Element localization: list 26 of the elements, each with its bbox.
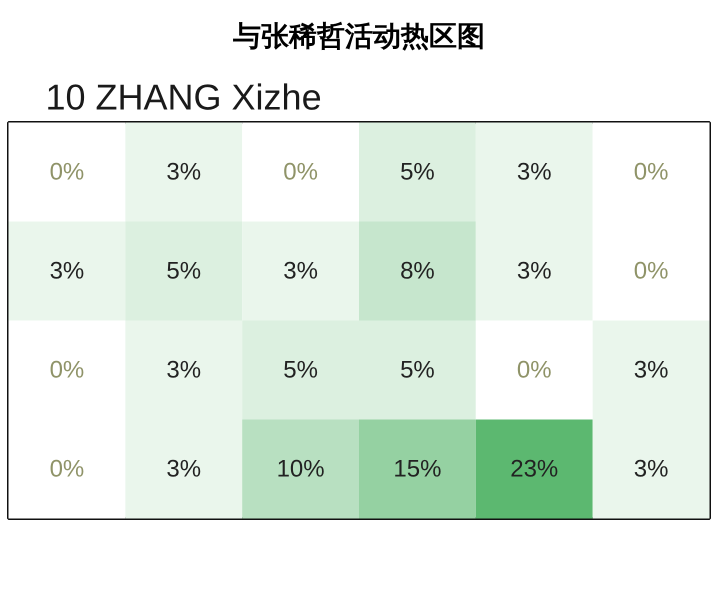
data-label: 0% [50, 356, 84, 384]
data-label: 0% [634, 258, 668, 284]
chart-title: 与张稀哲活动热区图 [232, 20, 485, 52]
data-label: 3% [634, 456, 668, 482]
data-label: 0% [50, 158, 84, 186]
data-label: 3% [516, 258, 552, 284]
data-label: 5% [400, 356, 435, 384]
data-label: 10% [276, 456, 325, 482]
data-label: 3% [283, 258, 318, 284]
data-label: 8% [400, 258, 435, 284]
data-label: 0% [516, 356, 552, 384]
chart-subtitle: 10 ZHANG Xizhe [46, 76, 322, 118]
data-label: 3% [634, 356, 668, 384]
data-label: 0% [50, 456, 84, 482]
data-label: 3% [166, 356, 202, 384]
data-label: 3% [50, 258, 84, 284]
data-label: 3% [166, 456, 202, 482]
data-label: 23% [510, 456, 558, 482]
data-label: 15% [393, 456, 442, 482]
data-label: 5% [400, 158, 435, 186]
data-label: 0% [283, 158, 318, 186]
data-label: 5% [166, 258, 202, 284]
data-label: 5% [283, 356, 318, 384]
data-label: 3% [166, 158, 202, 186]
data-label: 0% [634, 158, 668, 186]
data-label: 3% [516, 158, 552, 186]
